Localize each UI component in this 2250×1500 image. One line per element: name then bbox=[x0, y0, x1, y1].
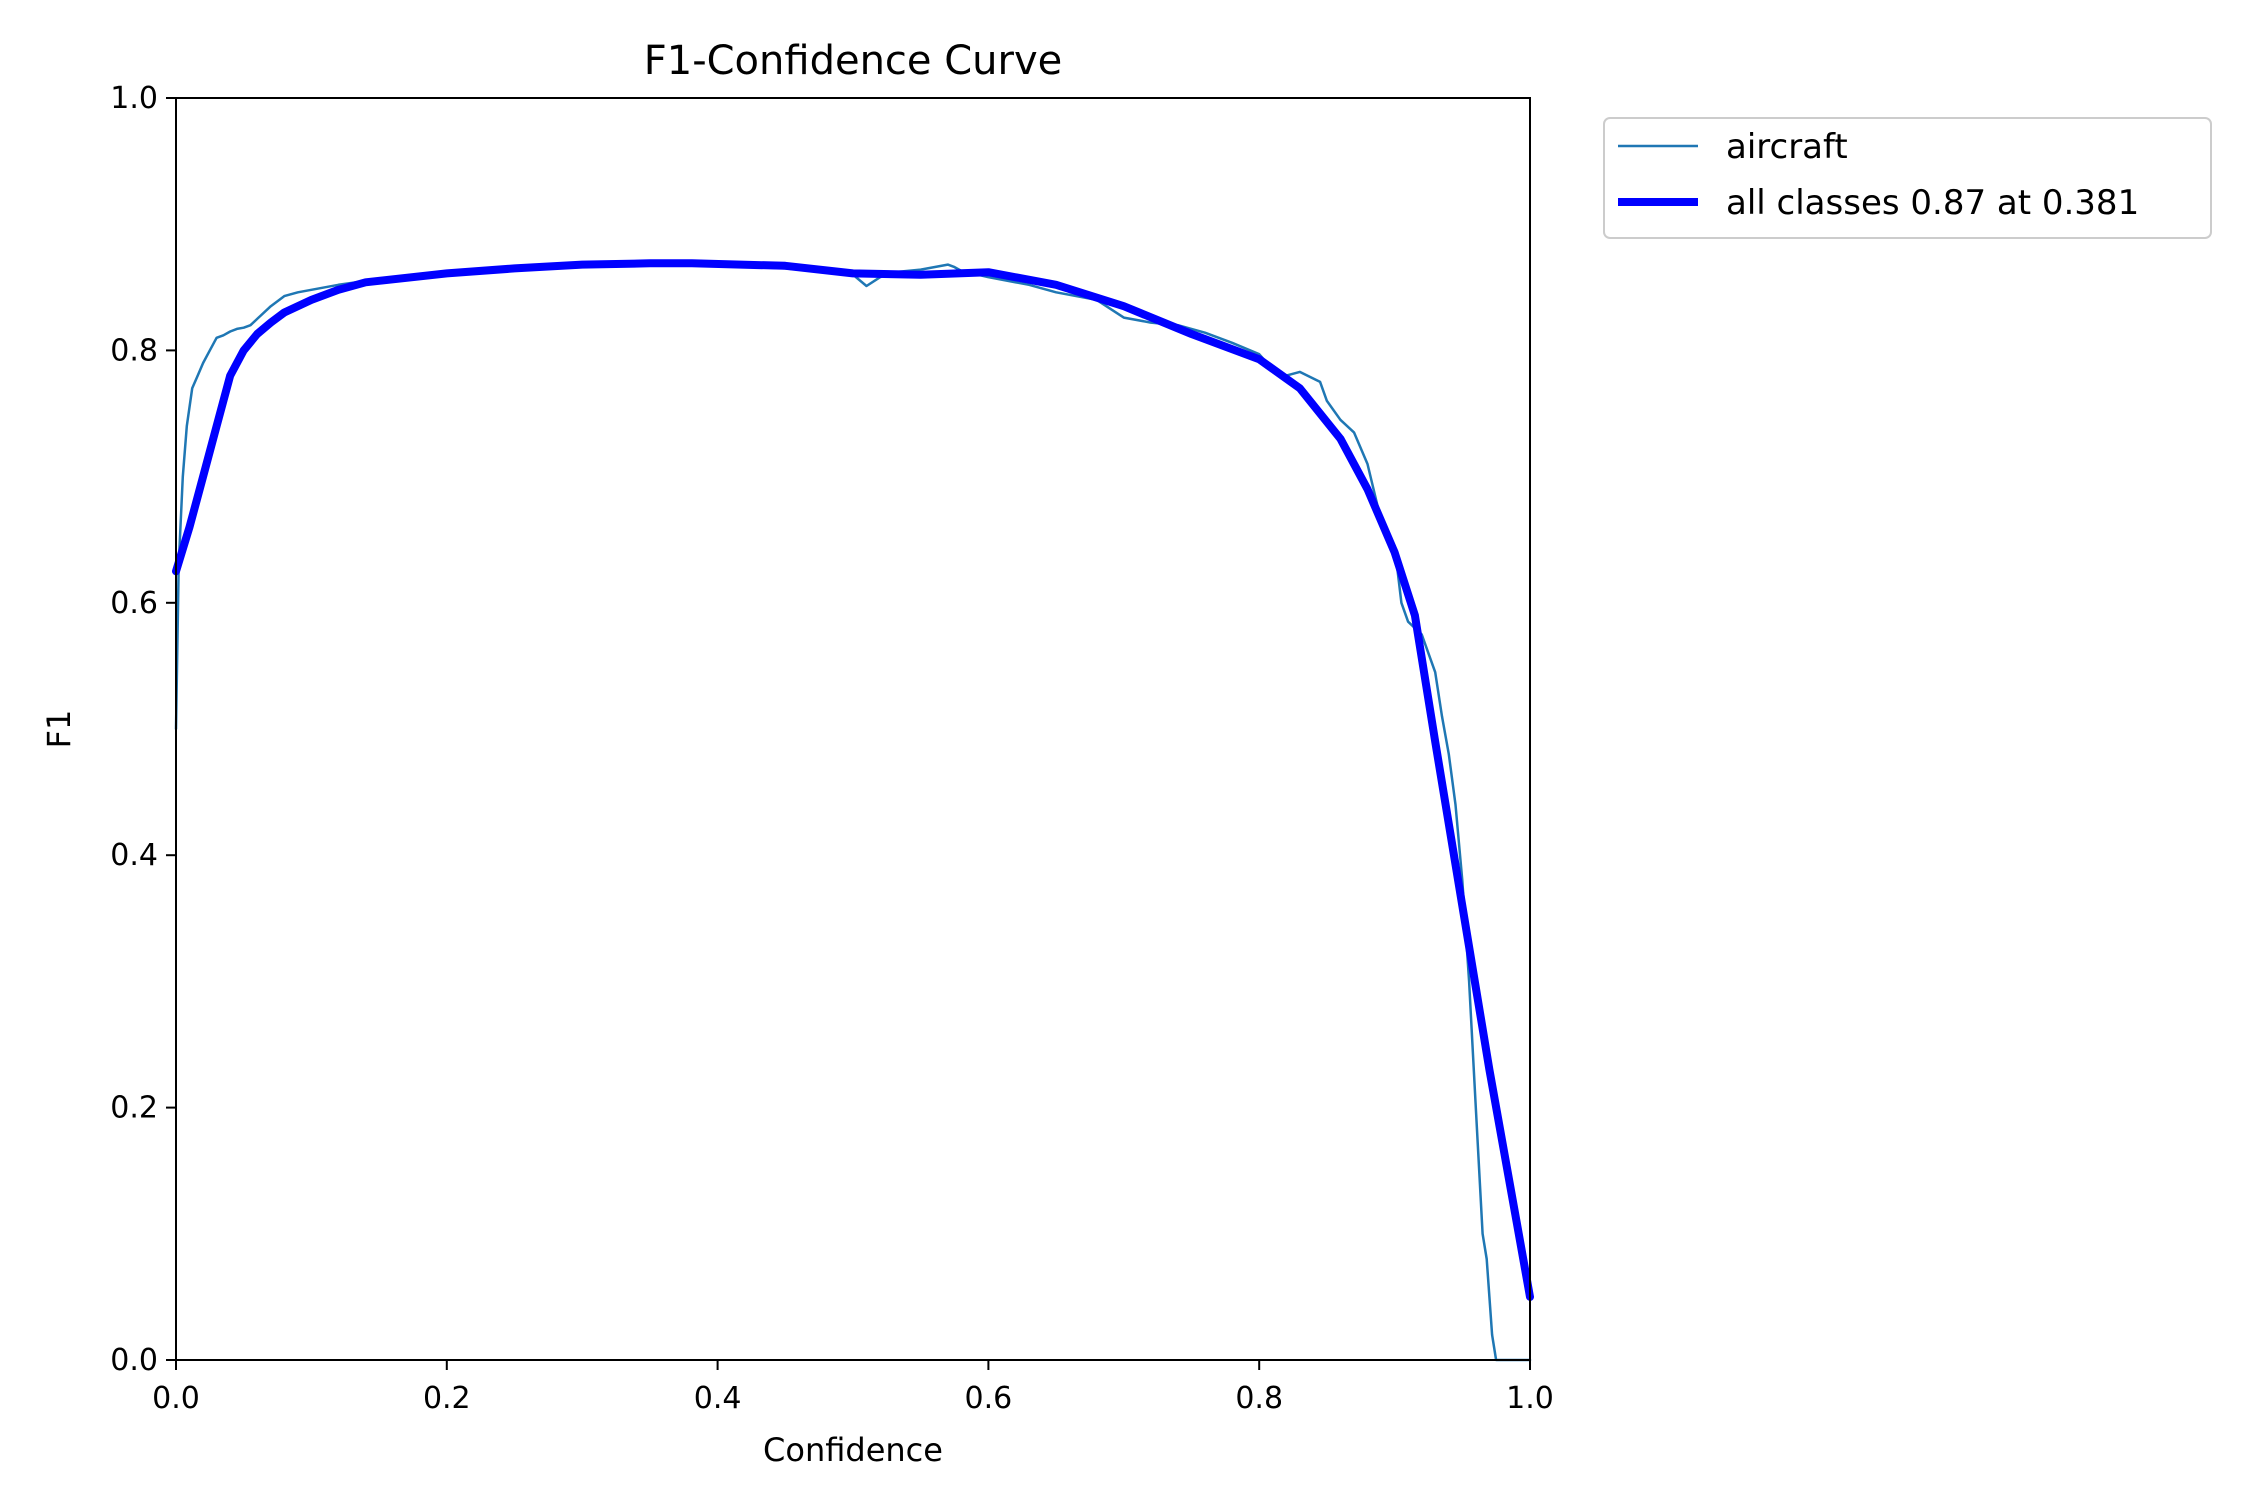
y-tick-label: 0.8 bbox=[110, 333, 158, 368]
plot-frame bbox=[175, 97, 1531, 1361]
x-axis-label: Confidence bbox=[763, 1431, 943, 1469]
legend-box bbox=[1603, 117, 2212, 239]
x-tick-label: 0.0 bbox=[152, 1381, 200, 1416]
y-tick-label: 0.6 bbox=[110, 586, 158, 621]
x-tick-label: 1.0 bbox=[1506, 1381, 1554, 1416]
y-tick-label: 0.2 bbox=[110, 1091, 158, 1126]
chart-title: F1-Confidence Curve bbox=[644, 38, 1063, 84]
legend-label-aircraft: aircraft bbox=[1726, 127, 1848, 167]
x-tick-label: 0.2 bbox=[423, 1381, 471, 1416]
y-axis: 0.0 0.2 0.4 0.6 0.8 1.0 bbox=[110, 81, 176, 1378]
y-tick-label: 0.0 bbox=[110, 1343, 158, 1378]
x-tick-label: 0.4 bbox=[694, 1381, 742, 1416]
series-layer bbox=[172, 259, 1534, 1362]
y-tick-label: 1.0 bbox=[110, 81, 158, 116]
legend: aircraft all classes 0.87 at 0.381 bbox=[1603, 117, 2212, 239]
x-tick-label: 0.8 bbox=[1235, 1381, 1283, 1416]
y-tick-label: 0.4 bbox=[110, 838, 158, 873]
x-tick-label: 0.6 bbox=[965, 1381, 1013, 1416]
legend-label-all-classes: all classes 0.87 at 0.381 bbox=[1726, 183, 2139, 223]
series-line-all-classes bbox=[172, 259, 1534, 1301]
y-axis-label: F1 bbox=[40, 710, 78, 749]
x-axis: 0.0 0.2 0.4 0.6 0.8 1.0 bbox=[152, 1360, 1554, 1416]
